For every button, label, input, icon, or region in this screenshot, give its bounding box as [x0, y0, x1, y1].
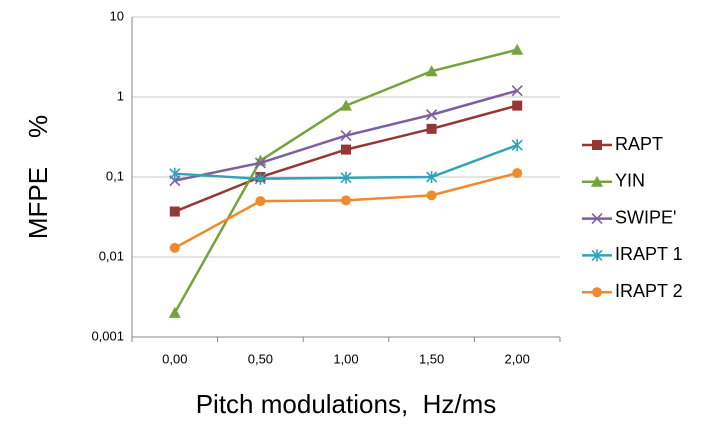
x-tick-label: 0,50 [248, 351, 273, 366]
marker [511, 85, 523, 97]
marker [592, 287, 602, 298]
marker [511, 43, 524, 55]
marker [169, 206, 180, 217]
legend-text: SWIPE' [615, 207, 676, 227]
legend-text: RAPT [615, 134, 663, 154]
marker [425, 65, 438, 77]
y-tick-label: 0,1 [106, 168, 124, 183]
x-tick-label: 0,00 [162, 351, 187, 366]
y-tick-label: 0,001 [91, 328, 124, 343]
y-tick-label: 1 [117, 88, 124, 103]
x-tick-label: 1,00 [333, 351, 358, 366]
marker [254, 172, 266, 185]
marker [511, 139, 523, 152]
legend-text: IRAPT 1 [615, 244, 683, 264]
marker [512, 168, 523, 179]
marker [168, 306, 181, 318]
marker [169, 242, 180, 253]
x-tick-label: 2,00 [505, 351, 530, 366]
marker [255, 196, 266, 207]
marker [341, 195, 351, 206]
y-tick-label: 0,01 [99, 248, 124, 263]
marker [426, 171, 438, 183]
marker [254, 157, 266, 169]
marker [426, 190, 437, 201]
marker [512, 100, 523, 111]
marker [340, 171, 352, 184]
marker [169, 167, 181, 180]
legend-text: IRAPT 2 [615, 281, 683, 301]
marker [591, 213, 603, 225]
marker [426, 123, 437, 134]
series-line [174, 171, 518, 249]
marker [340, 99, 352, 111]
marker [592, 140, 602, 150]
marker [341, 144, 351, 155]
legend-text: YIN [615, 171, 645, 191]
marker [591, 175, 603, 187]
marker [591, 249, 603, 262]
y-tick-label: 10 [110, 8, 124, 23]
x-axis-title: Pitch modulations, Hz/ms [196, 389, 497, 419]
x-tick-label: 1,50 [419, 351, 444, 366]
marker [426, 109, 438, 121]
marker [340, 129, 352, 142]
y-axis-title: MFPE % [23, 115, 53, 239]
